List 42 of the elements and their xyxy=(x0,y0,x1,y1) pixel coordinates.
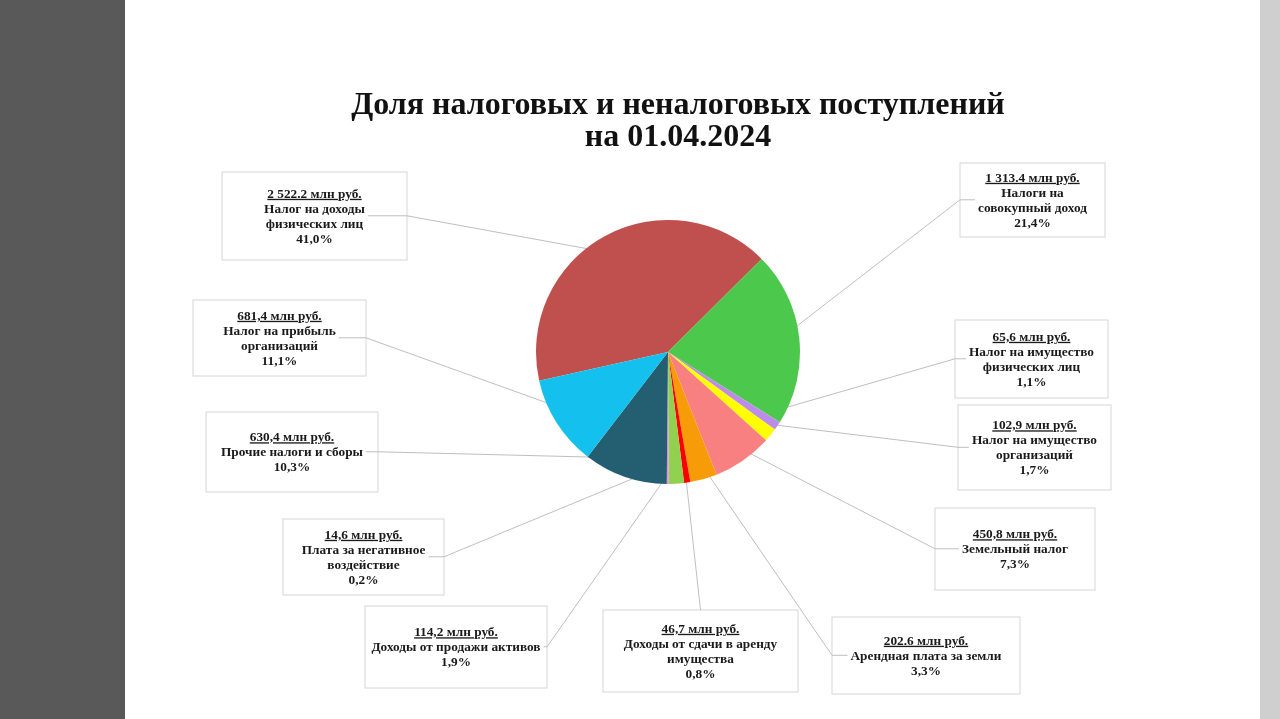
slice-label: Доходы от продажи активов xyxy=(371,639,541,655)
data-label: 102,9 млн руб. xyxy=(992,417,1077,433)
pie-slice xyxy=(668,352,691,484)
slice-label: Прочие налоги и сборы xyxy=(221,444,364,460)
slice-label: Налог на имущество организаций xyxy=(971,432,1098,463)
chart-title: Доля налоговых и неналоговых поступлений на 01.04.2024 xyxy=(351,85,1005,153)
pie-slice xyxy=(668,258,800,423)
pie-slice xyxy=(668,352,780,430)
slice-label: Налог на доходы физических лиц xyxy=(264,200,366,231)
data-label: 630,4 млн руб. xyxy=(249,429,335,445)
slice-label: Арендная плата за земли xyxy=(850,647,1002,663)
data-label: 1 313.4 млн руб. xyxy=(985,169,1080,185)
data-label: 681,4 млн руб. xyxy=(237,307,322,323)
slice-label: Плата за негативное воздействие xyxy=(301,541,426,572)
data-label: 46,7 млн руб. xyxy=(661,620,740,636)
pie-slice xyxy=(587,352,668,484)
slice-label: Доходы от сдачи в аренду имущества xyxy=(623,635,778,666)
text: 1,1% xyxy=(1016,373,1047,389)
text: 0,8% xyxy=(685,665,716,681)
data-label: 114,2 млн руб. xyxy=(414,624,498,640)
data-label: 65,6 млн руб. xyxy=(992,328,1071,344)
pie-slice xyxy=(668,352,767,475)
slice-label: Земельный налог xyxy=(962,541,1068,557)
data-label: 450,8 млн руб. xyxy=(972,526,1058,542)
text: 41,0% xyxy=(296,230,333,246)
pie-slice xyxy=(536,220,762,381)
text: 11,1% xyxy=(261,352,298,368)
pie-slice xyxy=(668,352,717,483)
data-label: 2 522.2 млн руб. xyxy=(267,185,362,201)
data-label: 202.6 млн руб. xyxy=(883,632,969,648)
data-label: 14,6 млн руб. xyxy=(324,526,403,542)
text: 3,3% xyxy=(911,662,941,678)
slice-label: Налог на имущество физических лиц xyxy=(968,343,1095,374)
slice-label: Налог на прибыль организаций xyxy=(223,322,336,353)
text: 10,3% xyxy=(273,459,311,475)
text: 1,7% xyxy=(1019,462,1050,478)
text: 0,2% xyxy=(348,571,379,587)
text: 7,3% xyxy=(1000,556,1030,572)
slice-label: Налоги на совокупный доход xyxy=(978,184,1088,215)
text: 1,9% xyxy=(441,654,471,670)
pie-slice xyxy=(539,352,668,457)
text: 21,4% xyxy=(1014,214,1051,230)
